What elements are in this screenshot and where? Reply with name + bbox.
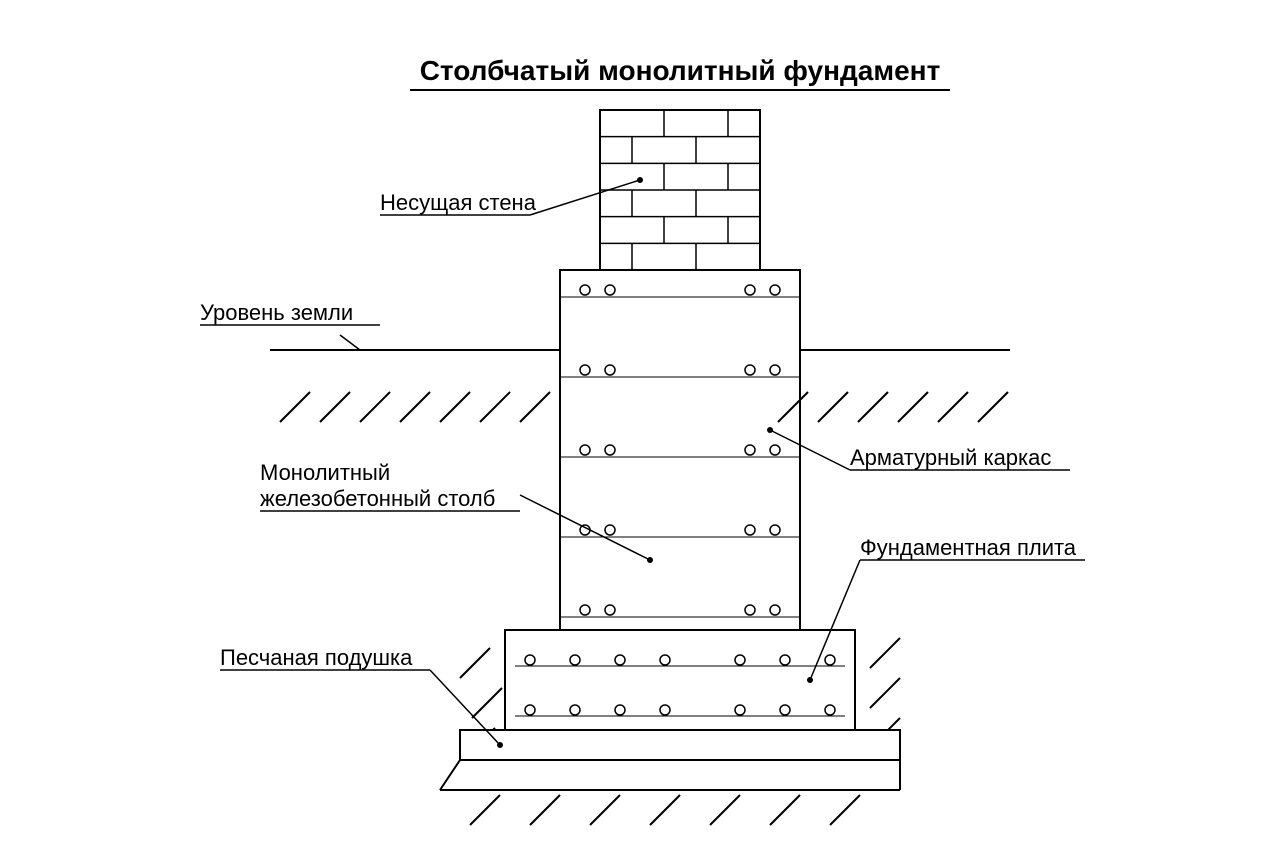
wall-label: Несущая стена	[380, 190, 537, 215]
sand-cushion	[460, 730, 900, 760]
foundation-slab	[505, 630, 855, 730]
slab-label: Фундаментная плита	[860, 535, 1077, 560]
concrete-column	[560, 270, 800, 630]
ground-tick-icon	[340, 335, 360, 350]
rebar-label: Арматурный каркас	[850, 445, 1051, 470]
column-label: Монолитныйжелезобетонный столб	[260, 460, 495, 511]
diagram-title: Столбчатый монолитный фундамент	[420, 55, 941, 86]
brick-wall	[600, 110, 760, 270]
ground-level-label: Уровень земли	[200, 300, 353, 325]
sand-label: Песчаная подушка	[220, 645, 413, 670]
